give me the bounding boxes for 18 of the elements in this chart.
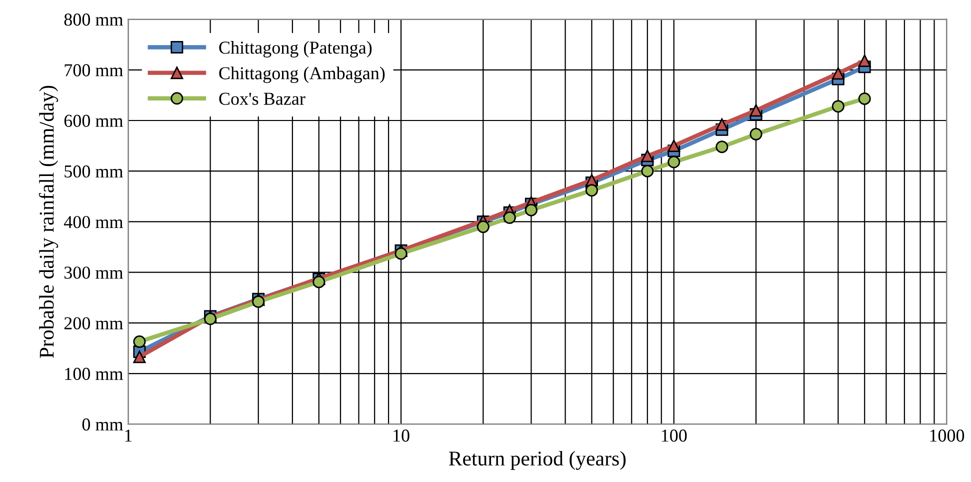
x-tick-label: 1000: [930, 430, 964, 442]
y-tick-label: 500 mm: [64, 165, 124, 178]
y-tick-label: 200 mm: [64, 317, 124, 330]
legend-label: Cox's Bazar: [219, 92, 306, 105]
y-tick-label: 0 mm: [82, 418, 124, 431]
y-tick-label: 300 mm: [64, 266, 124, 279]
legend-label: Chittagong (Ambagan): [219, 66, 385, 84]
y-tick-label: 600 mm: [64, 114, 124, 127]
x-axis-title: Return period (years): [448, 450, 626, 470]
y-tick-label: 100 mm: [65, 368, 124, 380]
y-tick-label: 800 mm: [64, 14, 124, 26]
y-axis-title: Probable daily rainfall (mm/day): [38, 86, 58, 358]
x-tick-label: 10: [394, 430, 410, 442]
legend-label: Chittagong (Patenga): [219, 41, 372, 58]
x-tick-label: 1: [125, 430, 132, 442]
y-tick-label: 700 mm: [64, 64, 124, 76]
y-tick-label: 400 mm: [64, 216, 124, 228]
x-tick-label: 100: [662, 430, 687, 442]
